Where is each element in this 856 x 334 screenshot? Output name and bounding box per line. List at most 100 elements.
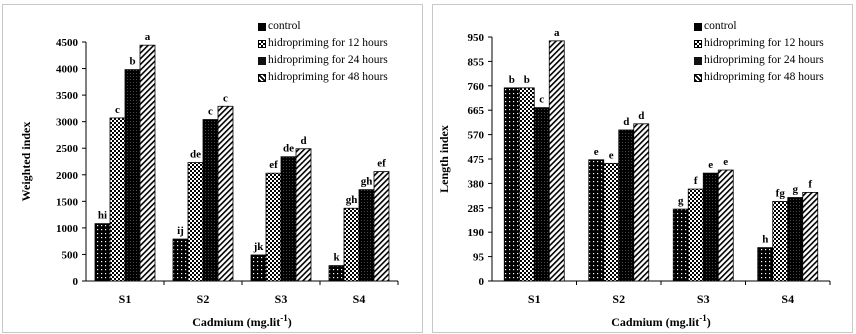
bar: [358, 189, 375, 282]
x-tick-label: S3: [697, 292, 710, 306]
y-tick-label: 95: [473, 252, 485, 264]
length-index-chart: 0 95 190 285 380 475 570 665 760 855 950 S1 b b c a S2 e e…: [432, 0, 856, 334]
bar: [518, 87, 535, 282]
y-tick-label: 0: [73, 276, 79, 288]
legend-swatch: [694, 22, 702, 31]
y-tick-label: 3000: [56, 117, 79, 129]
legend-swatch: [694, 73, 702, 82]
significance-letter: a: [554, 27, 560, 39]
y-axis-title: Weighted index: [19, 122, 33, 202]
significance-letter: e: [609, 149, 614, 161]
legend-item: hidropriming for 12 hours: [694, 35, 824, 52]
legend-label: control: [268, 20, 301, 32]
bar: [265, 172, 282, 282]
bar: [94, 223, 111, 282]
y-tick-label: 855: [468, 56, 485, 68]
y-tick-label: 2000: [56, 170, 79, 182]
bar: [250, 254, 267, 282]
y-tick-label: 570: [468, 130, 485, 142]
chart-legend: control hidropriming for 12 hours hidrop…: [694, 18, 824, 86]
chart-frame: [2, 4, 423, 333]
bar: [533, 107, 550, 282]
legend-swatch: [258, 39, 266, 48]
y-tick-label: 665: [468, 105, 485, 117]
significance-letter: h: [762, 234, 768, 246]
significance-letter: f: [694, 175, 698, 187]
significance-letter: c: [115, 104, 120, 116]
legend-swatch: [258, 73, 266, 82]
significance-letter: a: [145, 31, 151, 43]
bar: [343, 207, 360, 282]
significance-letter: fg: [776, 187, 786, 199]
legend-label: hidropriming for 12 hours: [704, 37, 824, 49]
y-tick-label: 190: [468, 227, 485, 239]
significance-letter: c: [208, 106, 213, 118]
x-tick-label: S1: [528, 292, 541, 306]
y-tick-label: 1000: [56, 223, 79, 235]
legend-item: hidropriming for 12 hours: [258, 35, 388, 52]
legend-item: hidropriming for 24 hours: [694, 52, 824, 69]
bar: [280, 156, 297, 282]
significance-letter: d: [638, 110, 644, 122]
bar: [172, 238, 189, 282]
significance-letter: ij: [177, 225, 184, 237]
bar: [702, 172, 719, 282]
bar: [588, 159, 605, 282]
legend-item: hidropriming for 48 hours: [694, 69, 824, 86]
y-tick-label: 760: [468, 81, 485, 93]
significance-letter: gh: [361, 176, 373, 188]
legend-item: control: [694, 18, 824, 35]
bar: [124, 69, 141, 282]
bar: [328, 265, 345, 282]
y-axis-title: Length index: [437, 125, 451, 193]
weighted-index-chart: 0 500 1000 1500 2000 2500 3000 3500 4000 4500 S1 hi…: [0, 0, 424, 334]
significance-letter: c: [223, 92, 228, 104]
bar: [373, 171, 390, 282]
bar: [772, 200, 789, 282]
significance-letter: b: [509, 74, 515, 86]
x-axis-title: Cadmium (mg.lit-1): [611, 313, 711, 329]
legend-label: hidropriming for 24 hours: [268, 54, 388, 66]
significance-letter: d: [623, 116, 629, 128]
bar: [187, 162, 204, 282]
bar: [757, 247, 774, 282]
legend-label: hidropriming for 48 hours: [704, 71, 824, 83]
bar: [139, 44, 156, 282]
significance-letter: gh: [346, 194, 358, 206]
significance-letter: ef: [377, 158, 386, 170]
y-tick-label: 380: [468, 178, 485, 190]
bar: [295, 148, 312, 282]
legend-swatch: [258, 56, 266, 65]
bar: [672, 208, 689, 282]
y-tick-label: 2500: [56, 143, 79, 155]
significance-letter: e: [723, 156, 728, 168]
significance-letter: e: [594, 146, 599, 158]
chart-legend: control hidropriming for 12 hours hidrop…: [258, 18, 388, 86]
bar: [548, 40, 565, 282]
x-tick-label: S2: [612, 292, 625, 306]
bar: [503, 87, 520, 282]
significance-letter: e: [708, 159, 713, 171]
y-tick-label: 950: [468, 32, 485, 44]
chart-frame: [432, 4, 853, 333]
y-tick-label: 475: [468, 154, 485, 166]
legend-item: control: [258, 18, 388, 35]
significance-letter: hi: [98, 210, 107, 222]
bar: [603, 162, 620, 282]
legend-label: hidropriming for 48 hours: [268, 71, 388, 83]
significance-letter: b: [129, 56, 135, 68]
legend-label: hidropriming for 12 hours: [268, 37, 388, 49]
y-tick-label: 500: [62, 249, 79, 261]
significance-letter: g: [793, 184, 799, 196]
significance-letter: k: [333, 252, 340, 264]
y-tick-label: 4500: [56, 37, 79, 49]
significance-letter: jk: [253, 241, 265, 253]
y-tick-label: 1500: [56, 196, 79, 208]
significance-letter: de: [190, 149, 201, 161]
bar: [787, 197, 804, 282]
legend-swatch: [258, 22, 266, 31]
legend-swatch: [694, 56, 702, 65]
bar: [109, 117, 126, 282]
x-tick-label: S4: [781, 292, 794, 306]
